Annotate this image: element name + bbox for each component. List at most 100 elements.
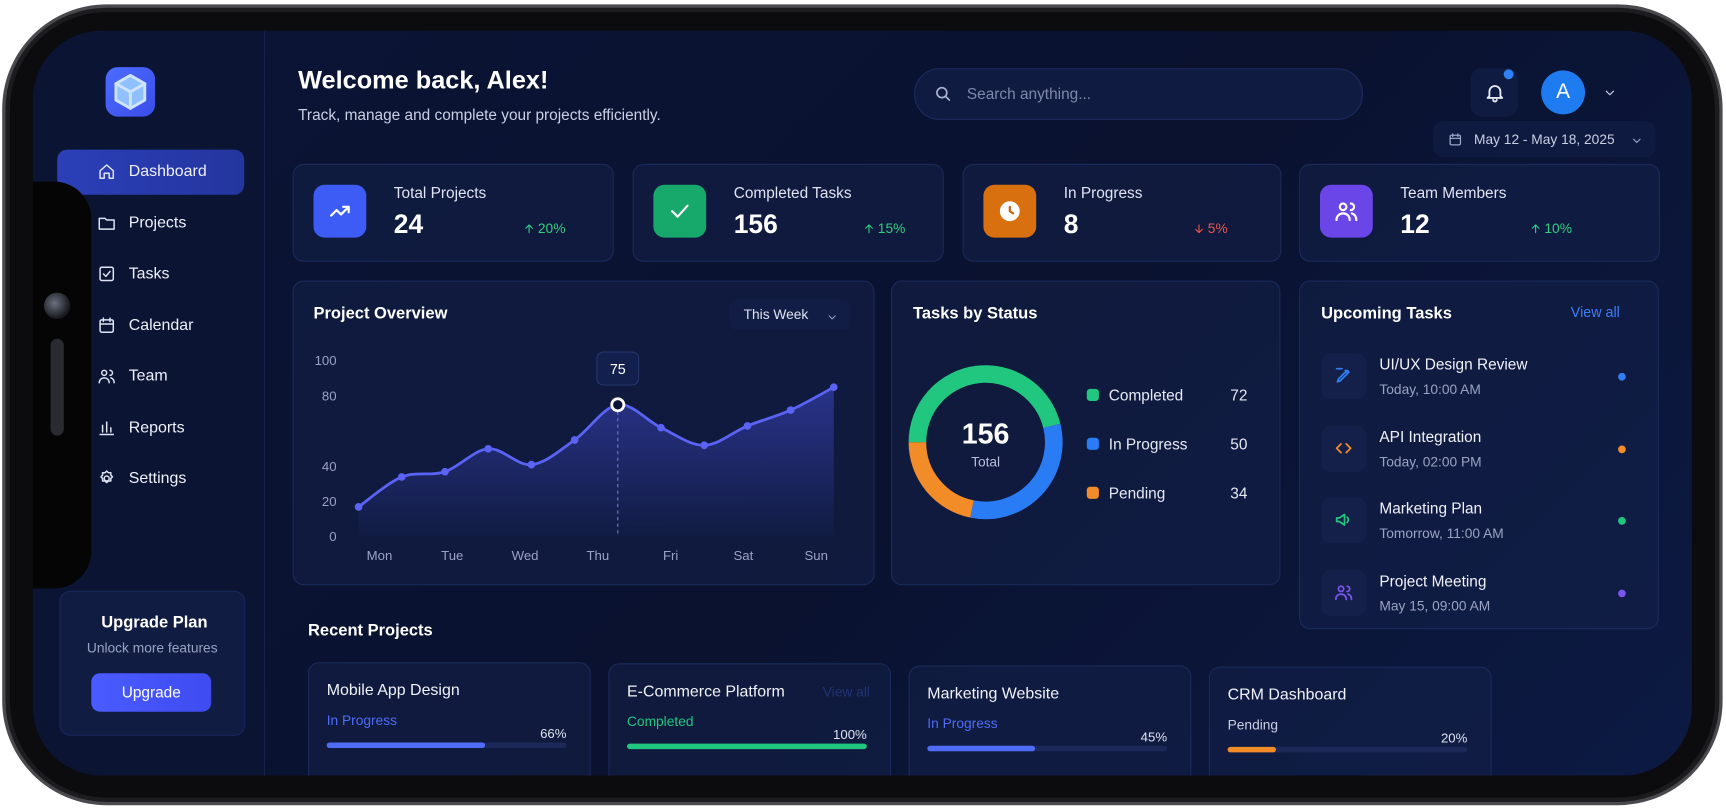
legend-label: Completed: [1109, 387, 1183, 404]
icon-part: [671, 204, 689, 218]
icon-part: [1335, 442, 1352, 453]
stat-label: In Progress: [1063, 183, 1143, 202]
icon-part: [997, 198, 1023, 224]
upgrade-card: [59, 590, 246, 736]
icon-part: [1605, 90, 1615, 96]
project-card: [308, 662, 591, 776]
nav-label: Projects: [128, 213, 187, 232]
filter-dropdown[interactable]: [729, 299, 851, 330]
icon-part: [1338, 202, 1348, 212]
progress-track: [927, 745, 1168, 751]
project-progress-label: 100%: [833, 727, 867, 743]
status-card: [891, 280, 1281, 586]
icon-part: [671, 204, 689, 218]
icon-part: [1484, 81, 1506, 103]
stat-change: 10%: [1544, 221, 1572, 237]
project-status: In Progress: [326, 712, 398, 729]
date-icon: [1448, 132, 1463, 147]
icon-part: [1492, 98, 1498, 103]
x-tick-label: Fri: [663, 548, 678, 563]
stat-change: 20%: [537, 221, 566, 237]
legend-value: 72: [1230, 387, 1247, 404]
legend-label: Pending: [1109, 485, 1165, 502]
x-tick-label: Tue: [441, 548, 463, 563]
legend-swatch: [1086, 486, 1099, 499]
icon-part: [1335, 367, 1350, 383]
notification-dot: [1503, 69, 1514, 80]
upcoming-view-all[interactable]: View all: [1570, 303, 1620, 321]
icon-part: [98, 217, 115, 230]
stat-icon: [653, 184, 707, 238]
project-status: Pending: [1227, 717, 1279, 733]
legend-label: In Progress: [1109, 436, 1188, 453]
trend-arrow: [523, 221, 536, 234]
donut-total-label: Total: [971, 454, 1000, 469]
progress-bar: [1227, 746, 1276, 753]
date-picker[interactable]: [1433, 121, 1656, 158]
search-box[interactable]: [914, 68, 1363, 120]
project-name: E-Commerce Platform: [627, 683, 785, 702]
nav-icon: [97, 469, 117, 489]
donut-total: 156: [962, 418, 1010, 450]
x-tick-label: Thu: [586, 548, 609, 563]
point: [829, 383, 838, 392]
icon-part: [98, 217, 115, 230]
project-name: CRM Dashboard: [1227, 686, 1347, 704]
point: [786, 406, 795, 414]
trend-arrow: [1529, 221, 1542, 234]
task-dot: [1618, 372, 1626, 381]
stat-change: 5%: [1207, 221, 1228, 237]
nav-icon: [97, 417, 117, 437]
icon-part: [828, 315, 836, 320]
icon-part: [1008, 205, 1015, 215]
icon-part: [102, 270, 111, 278]
icon-part: [1195, 224, 1203, 234]
point: [441, 467, 449, 476]
project-progress-label: 45%: [1140, 728, 1168, 745]
recent-view-all[interactable]: View all: [822, 684, 870, 700]
project-card: [908, 665, 1192, 776]
speaker: [50, 338, 64, 436]
icon-part: [1449, 133, 1462, 140]
icon-part: [936, 86, 951, 101]
icon-part: [99, 164, 115, 179]
x-tick-label: Wed: [512, 548, 539, 563]
y-tick-label: 40: [322, 459, 337, 474]
icon-part: [1335, 202, 1358, 222]
avatar[interactable]: A: [1541, 70, 1586, 115]
tooltip-value: 75: [610, 362, 626, 378]
icon-part: [1531, 224, 1540, 234]
x-tick-label: Mon: [367, 548, 393, 563]
point: [570, 436, 579, 444]
icon-part: [1605, 90, 1615, 96]
nav-icon: [97, 162, 117, 182]
icon-part: [1486, 85, 1504, 103]
icon-part: [1531, 224, 1540, 234]
stat-label: Completed Tasks: [733, 183, 852, 202]
task-dot: [1618, 444, 1626, 453]
project-progress-label: 20%: [1440, 730, 1468, 746]
point: [354, 503, 363, 511]
point: [527, 460, 536, 469]
icon-part: [1337, 584, 1345, 592]
trend-arrow: [862, 221, 875, 234]
donut-segment: [908, 441, 975, 518]
task-icon: [1321, 497, 1367, 544]
icon-part: [1449, 133, 1462, 146]
icon-part: [1334, 584, 1353, 600]
y-tick-label: 100: [315, 353, 337, 368]
icon-part: [525, 224, 533, 234]
x-tick-label: Sat: [734, 548, 754, 563]
task-icon: [1321, 425, 1367, 472]
nav-label: Team: [128, 367, 168, 385]
upgrade-button[interactable]: [91, 673, 212, 712]
icon-part: [99, 318, 115, 333]
progress-bar: [326, 742, 485, 748]
icon-part: [1333, 365, 1354, 386]
icon-part: [99, 420, 115, 435]
icon-part: [99, 164, 115, 179]
date-range: May 12 - May 18, 2025: [1474, 132, 1615, 148]
